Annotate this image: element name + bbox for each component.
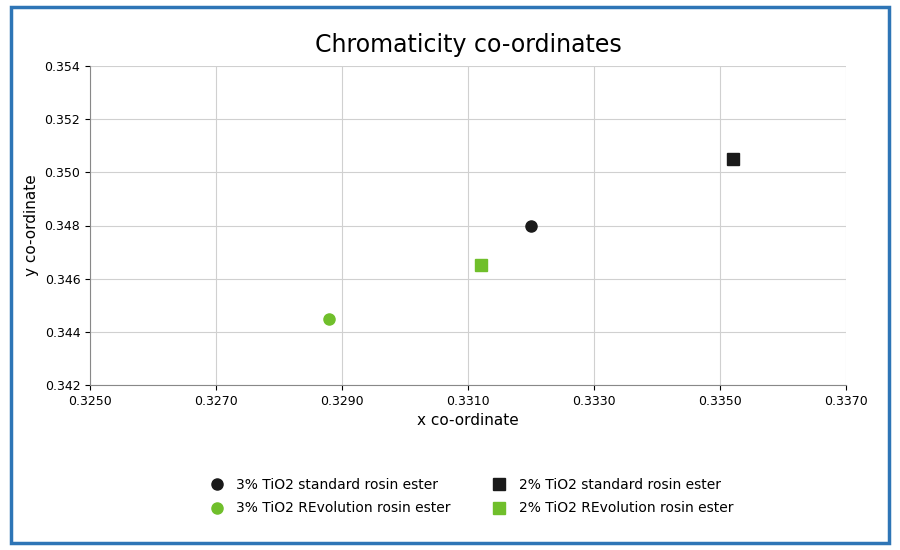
Title: Chromaticity co-ordinates: Chromaticity co-ordinates [315, 33, 621, 57]
Legend: 3% TiO2 standard rosin ester, 3% TiO2 REvolution rosin ester, 2% TiO2 standard r: 3% TiO2 standard rosin ester, 3% TiO2 RE… [197, 472, 739, 521]
X-axis label: x co-ordinate: x co-ordinate [417, 413, 519, 428]
Y-axis label: y co-ordinate: y co-ordinate [23, 175, 39, 276]
